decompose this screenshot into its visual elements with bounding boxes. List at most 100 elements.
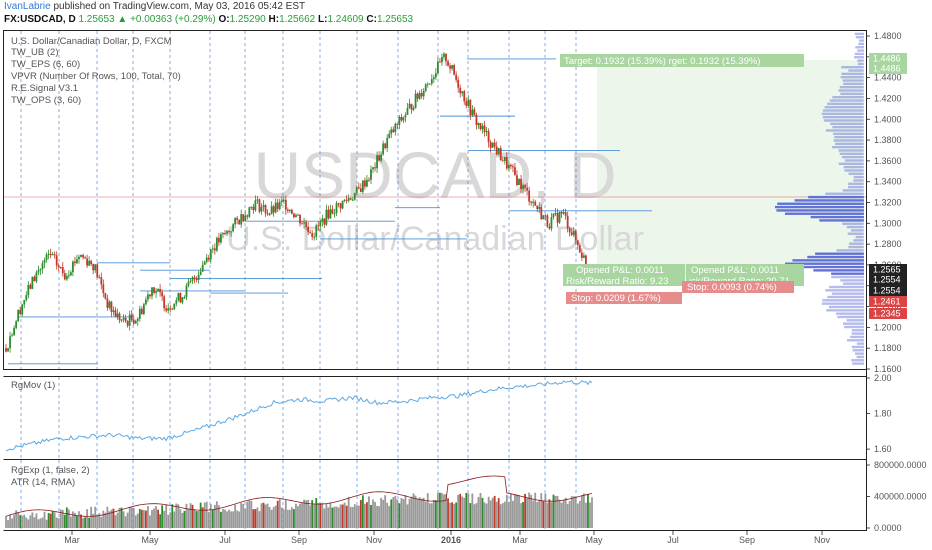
candle-body [355, 187, 358, 193]
candle-body [439, 61, 441, 63]
rgexp-bar [114, 515, 117, 528]
rgexp-bar [47, 513, 50, 528]
candle-body [520, 178, 522, 190]
rgexp-bar [307, 499, 310, 528]
price-tick-label: 1.3800 [874, 135, 902, 145]
rgexp-bar [270, 509, 273, 528]
candle-body [580, 252, 583, 258]
rgexp-bar [576, 503, 579, 528]
candle-body [428, 83, 431, 85]
rgexp-bar [67, 509, 70, 528]
candle-body [361, 180, 364, 192]
candle-body [301, 223, 303, 225]
candle-body [222, 233, 224, 235]
price-tick-label: 1.4800 [874, 31, 902, 41]
rgexp-bar [319, 503, 322, 528]
volume-bar [831, 292, 864, 295]
rgexp-bar [108, 511, 111, 528]
candle-body [165, 308, 168, 311]
candle-body [542, 215, 545, 220]
candle-body [398, 117, 401, 125]
volume-bar [834, 135, 864, 139]
volume-bar [821, 302, 864, 305]
candle-body [224, 233, 226, 235]
rgexp-bar [96, 515, 99, 528]
rgexp-bar [408, 498, 411, 528]
rgexp-bar [591, 497, 593, 528]
rgexp-bar [568, 500, 571, 528]
candle-body [303, 222, 305, 224]
author-link[interactable]: IvanLabrie [4, 1, 51, 12]
candle-body [266, 213, 269, 215]
candle-body [491, 142, 494, 148]
volume-bar [852, 362, 864, 365]
candle-body [536, 205, 539, 209]
rgexp-bar [580, 495, 583, 528]
open-value: 1.25290 [229, 14, 266, 25]
candle-body [313, 236, 316, 238]
symbol-label: FX:USDCAD, D [4, 14, 76, 25]
rgexp-bar [402, 499, 405, 528]
rgexp-bar [142, 510, 145, 528]
atr-line [5, 475, 593, 517]
rgexp-bar [264, 504, 267, 528]
rgexp-bar [374, 501, 376, 528]
candle-body [416, 93, 419, 99]
rgexp-bar [459, 493, 462, 528]
candle-body [309, 232, 312, 234]
volume-profile [774, 32, 864, 365]
rgexp-bar [274, 505, 277, 528]
volume-bar [792, 259, 864, 262]
rgexp-bar [53, 512, 56, 528]
rgexp-bar [343, 502, 346, 528]
price-tag [869, 264, 907, 275]
candle-body [443, 53, 445, 58]
rgexp-bar [55, 517, 58, 528]
candle-body [532, 201, 535, 203]
volume-bar [810, 215, 864, 219]
rgexp-bar [404, 495, 407, 528]
rgexp-bar [80, 514, 82, 528]
rgexp-bar [428, 503, 431, 528]
price-tag [869, 63, 907, 74]
rgexp-bar [475, 503, 478, 528]
rgexp-bar [130, 507, 133, 528]
candle-body [47, 253, 50, 255]
candle-body [546, 215, 549, 227]
candle-body [33, 276, 36, 282]
candle-body [576, 240, 579, 246]
candle-body [347, 198, 350, 201]
volume-bar [851, 359, 864, 362]
rgexp-bar [560, 502, 563, 528]
rgexp-bar [443, 494, 445, 528]
price-tick-label: 1.2800 [874, 239, 902, 249]
candle-body [80, 254, 82, 257]
candle-body [323, 218, 326, 225]
volume-bar [853, 179, 864, 182]
volume-bar [857, 62, 864, 66]
rgexp-bar [193, 509, 196, 528]
atr-legend: ATR (14, RMA) [11, 477, 75, 488]
candle-body [242, 214, 245, 222]
volume-bar [822, 115, 864, 119]
rgexp-bar [382, 499, 385, 528]
legend-line-2: TW_EPS (6, 60) [11, 59, 80, 70]
session-dividers [20, 31, 577, 530]
rgexp-bar [218, 505, 220, 528]
candle-body [288, 209, 291, 212]
rgexp-bar [297, 506, 299, 528]
rgexp-bar [5, 516, 7, 528]
rgexp-bar [392, 497, 395, 528]
candle-body [90, 260, 93, 265]
candle-body [534, 201, 537, 206]
candle-body [268, 213, 271, 215]
rgexp-bar [432, 499, 435, 528]
volume-bar [855, 46, 864, 49]
candle-body [132, 319, 135, 324]
rgexp-bar [455, 502, 458, 528]
rgexp-bar [207, 511, 210, 528]
price-tag-label: 1.2345 [873, 309, 901, 319]
rgexp-bar [587, 494, 589, 528]
legend-line-5: TW_OPS (3, 60) [11, 95, 81, 106]
